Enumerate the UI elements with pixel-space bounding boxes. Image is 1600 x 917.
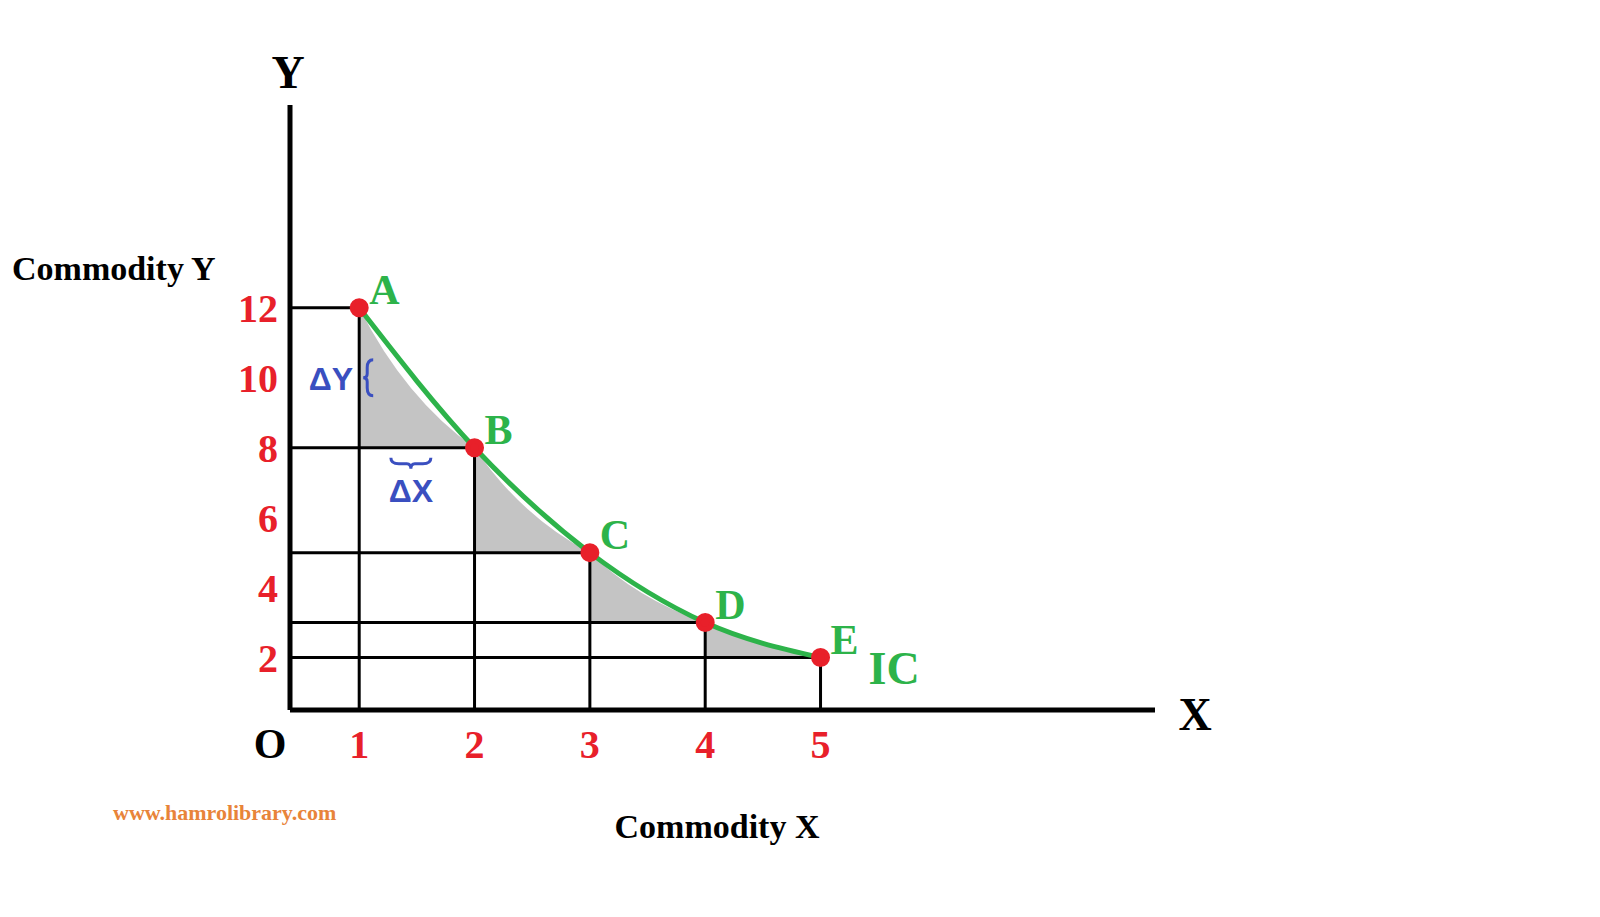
svg-text:4: 4 — [258, 566, 278, 611]
svg-text:12: 12 — [238, 286, 278, 331]
svg-text:4: 4 — [695, 722, 715, 767]
svg-text:D: D — [715, 582, 745, 628]
svg-text:3: 3 — [580, 722, 600, 767]
svg-text:B: B — [485, 407, 513, 453]
svg-text:X: X — [1178, 689, 1211, 740]
svg-text:O: O — [254, 721, 287, 767]
svg-text:10: 10 — [238, 356, 278, 401]
svg-text:IC: IC — [869, 643, 920, 694]
svg-text:5: 5 — [811, 722, 831, 767]
svg-text:A: A — [369, 267, 400, 313]
svg-text:Commodity X: Commodity X — [615, 808, 820, 845]
svg-text:Y: Y — [271, 47, 304, 98]
svg-text:2: 2 — [465, 722, 485, 767]
svg-text:8: 8 — [258, 426, 278, 471]
svg-text:Commodity Y: Commodity Y — [12, 250, 216, 287]
svg-text:ΔX: ΔX — [389, 473, 434, 509]
svg-text:2: 2 — [258, 636, 278, 681]
svg-text:ΔY: ΔY — [309, 361, 353, 397]
svg-text:E: E — [831, 617, 859, 663]
svg-text:1: 1 — [349, 722, 369, 767]
svg-text:C: C — [600, 512, 630, 558]
svg-text:www.hamrolibrary.com: www.hamrolibrary.com — [113, 800, 336, 825]
svg-text:6: 6 — [258, 496, 278, 541]
